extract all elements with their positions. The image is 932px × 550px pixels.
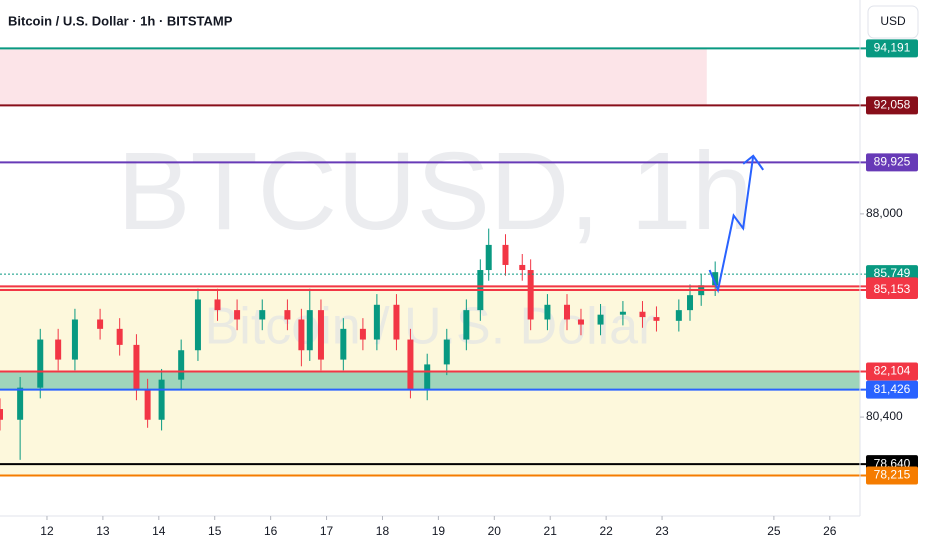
y-tick-label: 88,000 — [866, 206, 903, 220]
level-label: 82,104 — [874, 364, 911, 378]
level-label-box — [866, 153, 918, 172]
level-label: 85,749 — [874, 266, 911, 280]
x-tick-label: 16 — [264, 524, 278, 538]
candle-body — [340, 328, 347, 360]
candle-body — [577, 319, 584, 325]
level-label: 81,426 — [874, 382, 911, 396]
candle-body — [519, 264, 526, 271]
x-tick-label: 12 — [40, 524, 54, 538]
candle-body — [443, 339, 450, 365]
x-tick-label: 22 — [599, 524, 613, 538]
candle-body — [463, 310, 470, 340]
x-tick-label: 23 — [655, 524, 669, 538]
candle-body — [298, 319, 305, 351]
x-tick-label: 18 — [376, 524, 390, 538]
level-label: 78,215 — [874, 468, 911, 482]
candle-body — [97, 319, 104, 329]
candle-body — [424, 364, 431, 390]
candle-body — [712, 272, 719, 286]
candle-body — [284, 310, 291, 320]
watermark-sub: Bitcoin / U.S. Dollar — [205, 298, 656, 356]
candle-body — [55, 339, 62, 360]
level-label-box — [866, 380, 918, 399]
x-tick-label: 21 — [544, 524, 558, 538]
x-tick-label: 19 — [432, 524, 446, 538]
candle-body — [144, 389, 151, 420]
chart-title: Bitcoin / U.S. Dollar · 1h · BITSTAMP — [8, 13, 233, 28]
candle-body — [675, 310, 682, 321]
x-tick-label: 14 — [152, 524, 166, 538]
candle-body — [359, 328, 366, 340]
candle-body — [178, 350, 185, 380]
candle-body — [653, 317, 660, 321]
currency-label[interactable]: USD — [880, 14, 906, 28]
level-label: 92,058 — [874, 98, 911, 112]
level-label: 89,925 — [874, 155, 911, 169]
zone — [0, 48, 707, 106]
candle-body — [37, 339, 44, 388]
watermark: BTCUSD, 1h — [117, 130, 753, 253]
candle-body — [71, 319, 78, 360]
level-label-box — [866, 362, 918, 381]
candle-body — [158, 379, 165, 420]
projection-arrowhead — [742, 154, 765, 171]
candle-body — [306, 310, 313, 351]
candle-body — [544, 304, 551, 320]
plot-area: BTCUSD, 1h Bitcoin / U.S. Dollar — [0, 47, 866, 477]
candle-body — [214, 299, 221, 311]
x-tick-label: 15 — [208, 524, 222, 538]
projection-path — [708, 155, 755, 294]
candle-body — [407, 339, 414, 390]
x-tick-label: 13 — [96, 524, 110, 538]
candle-body — [619, 311, 626, 315]
candle-body — [116, 328, 123, 345]
candle-body — [0, 409, 3, 420]
candle-body — [234, 310, 241, 320]
x-tick-label: 26 — [823, 524, 837, 538]
candle-body — [485, 244, 492, 271]
candle-body — [527, 270, 534, 320]
currency-button[interactable] — [867, 5, 919, 39]
level-label-box — [866, 39, 918, 58]
level-label-box — [866, 281, 918, 300]
candle-body — [393, 304, 400, 340]
x-tick-label: 25 — [767, 524, 781, 538]
candle-body — [563, 304, 570, 320]
candle-body — [373, 304, 380, 340]
candle-body — [597, 314, 604, 325]
candle-body — [133, 344, 140, 390]
level-label-box — [866, 466, 918, 485]
level-label: 94,191 — [874, 41, 911, 55]
candle-body — [639, 311, 646, 318]
candle-body — [317, 310, 324, 360]
x-tick-label: 20 — [488, 524, 502, 538]
candle-body — [17, 387, 24, 420]
x-tick-label: 17 — [320, 524, 334, 538]
candle-body — [194, 299, 201, 351]
candle-body — [687, 295, 694, 311]
candle-body — [502, 244, 509, 265]
level-label: 85,153 — [874, 282, 911, 296]
candle-body — [259, 310, 266, 320]
y-tick-label: 80,400 — [866, 409, 903, 423]
level-label-box — [866, 96, 918, 115]
